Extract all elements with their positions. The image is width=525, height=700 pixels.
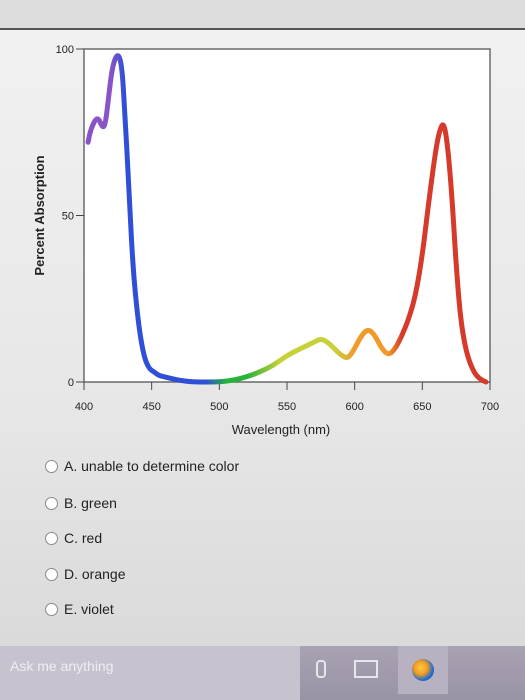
option-b-label: B. green <box>64 495 117 511</box>
search-placeholder: Ask me anything <box>10 658 114 674</box>
option-a[interactable]: A. unable to determine color <box>45 458 239 474</box>
y-tick-label: 0 <box>68 377 74 389</box>
radio-d[interactable] <box>45 567 58 581</box>
question-page: 400 450 500 550 600 650 700 0 50 100 Wavelength (n… <box>0 30 525 646</box>
radio-a[interactable] <box>45 459 58 473</box>
option-d-label: D. orange <box>64 566 126 582</box>
chart-svg: 400 450 500 550 600 650 700 0 50 100 Wavelength (n… <box>32 44 499 437</box>
x-tick-label: 650 <box>413 401 431 413</box>
absorption-chart: 400 450 500 550 600 650 700 0 50 100 Wavelength (n… <box>0 30 525 490</box>
option-c-label: C. red <box>64 530 103 546</box>
x-tick-label: 600 <box>345 401 363 413</box>
search-box[interactable]: Ask me anything <box>0 646 300 700</box>
x-axis-label: Wavelength (nm) <box>232 422 331 437</box>
y-axis-label: Percent Absorption <box>32 155 47 275</box>
y-tick-label: 50 <box>62 211 74 223</box>
x-tick-label: 450 <box>142 401 160 413</box>
option-e-label: E. violet <box>64 601 114 617</box>
x-tick-label: 700 <box>481 401 499 413</box>
x-tick-label: 550 <box>278 401 296 413</box>
plot-area <box>83 48 491 383</box>
radio-c[interactable] <box>45 531 58 545</box>
browser-icon[interactable] <box>398 646 448 694</box>
option-a-label: A. unable to determine color <box>64 458 240 474</box>
radio-e[interactable] <box>45 602 58 616</box>
task-view-icon[interactable] <box>352 656 380 682</box>
microphone-icon[interactable] <box>312 654 330 684</box>
taskbar: Ask me anything <box>0 646 525 700</box>
top-divider <box>0 28 525 30</box>
y-tick-label: 100 <box>56 44 74 56</box>
option-e[interactable]: E. violet <box>45 601 114 617</box>
radio-b[interactable] <box>45 496 58 510</box>
x-tick-label: 400 <box>75 401 93 413</box>
x-tick-label: 500 <box>210 401 228 413</box>
option-c[interactable]: C. red <box>45 530 102 546</box>
absorption-curve <box>85 53 489 385</box>
option-d[interactable]: D. orange <box>45 566 125 582</box>
option-b[interactable]: B. green <box>45 495 117 511</box>
